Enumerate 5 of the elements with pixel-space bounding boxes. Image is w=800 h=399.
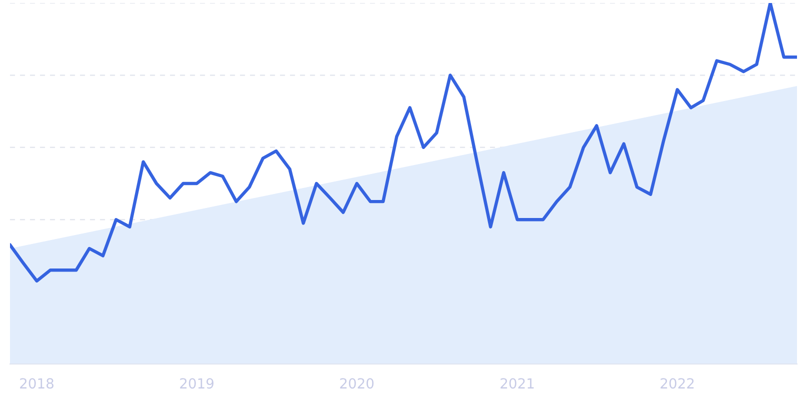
x-tick-label: 2018 <box>20 378 54 389</box>
x-tick-label: 2021 <box>500 378 534 389</box>
x-tick-label: 2022 <box>660 378 694 389</box>
x-tick-label: 2020 <box>340 378 374 389</box>
x-tick-label: 2019 <box>180 378 214 389</box>
